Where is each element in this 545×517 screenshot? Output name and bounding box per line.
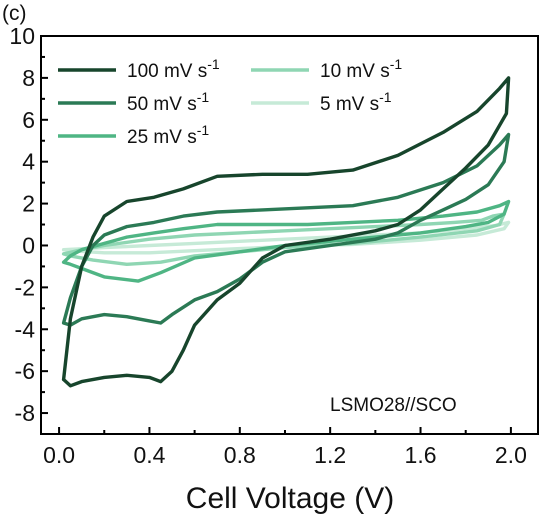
cv-curve-25-mv — [61, 199, 511, 283]
x-tick-label: 0.8 — [224, 442, 256, 468]
x-tick-label: 0.4 — [133, 442, 165, 468]
legend: 100 mV s-1 50 mV s-1 25 mV s-1 10 mV s-1 5 m… — [58, 56, 402, 148]
legend-label: 5 mV s-1 — [320, 89, 392, 115]
tick-layer: 0.0 0.4 0.8 1.2 1.6 2.0 10 8 6 4 2 0 -2 -4 -6 -8 — [9, 23, 526, 468]
y-tick-label: -2 — [15, 274, 35, 300]
cv-curve-5-mv — [61, 220, 511, 255]
x-tick-label: 1.6 — [405, 442, 437, 468]
cv-curve-10-mv — [61, 212, 506, 266]
y-tick-label: 0 — [22, 232, 35, 258]
legend-label: 50 mV s-1 — [127, 89, 209, 115]
plot-frame — [40, 35, 539, 435]
y-tick-label: -6 — [15, 358, 35, 384]
y-tick-label: -8 — [15, 400, 35, 426]
y-tick-label: 10 — [9, 23, 35, 49]
cv-curve-50-mv — [61, 132, 511, 327]
legend-label: 10 mV s-1 — [320, 56, 402, 82]
x-tick-label: 1.2 — [314, 442, 346, 468]
y-tick-label: 2 — [22, 191, 35, 217]
x-axis-label: Cell Voltage (V) — [186, 482, 394, 515]
panel-label: (c) — [2, 2, 27, 25]
chart-annotation: LSMO28//SCO — [330, 395, 457, 416]
legend-label: 100 mV s-1 — [127, 56, 220, 82]
y-tick-label: 8 — [22, 65, 35, 91]
cv-curve-100-mv — [61, 76, 511, 388]
y-tick-label: -4 — [15, 316, 36, 342]
y-tick-label: 4 — [22, 149, 35, 175]
legend-label: 25 mV s-1 — [127, 122, 209, 148]
curve-layer — [61, 76, 511, 388]
y-tick-label: 6 — [22, 107, 35, 133]
x-tick-label: 2.0 — [495, 442, 527, 468]
x-tick-label: 0.0 — [43, 442, 75, 468]
